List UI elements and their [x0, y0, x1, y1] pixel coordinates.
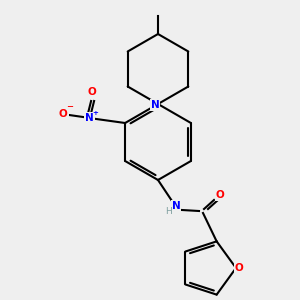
- Text: N: N: [151, 100, 159, 110]
- Text: +: +: [92, 110, 98, 116]
- Text: H: H: [166, 206, 172, 215]
- Text: O: O: [88, 87, 97, 97]
- Text: O: O: [59, 109, 68, 119]
- Text: N: N: [172, 201, 180, 211]
- Text: O: O: [235, 263, 243, 273]
- Text: N: N: [85, 113, 94, 123]
- Text: −: −: [67, 103, 73, 112]
- Text: O: O: [216, 190, 224, 200]
